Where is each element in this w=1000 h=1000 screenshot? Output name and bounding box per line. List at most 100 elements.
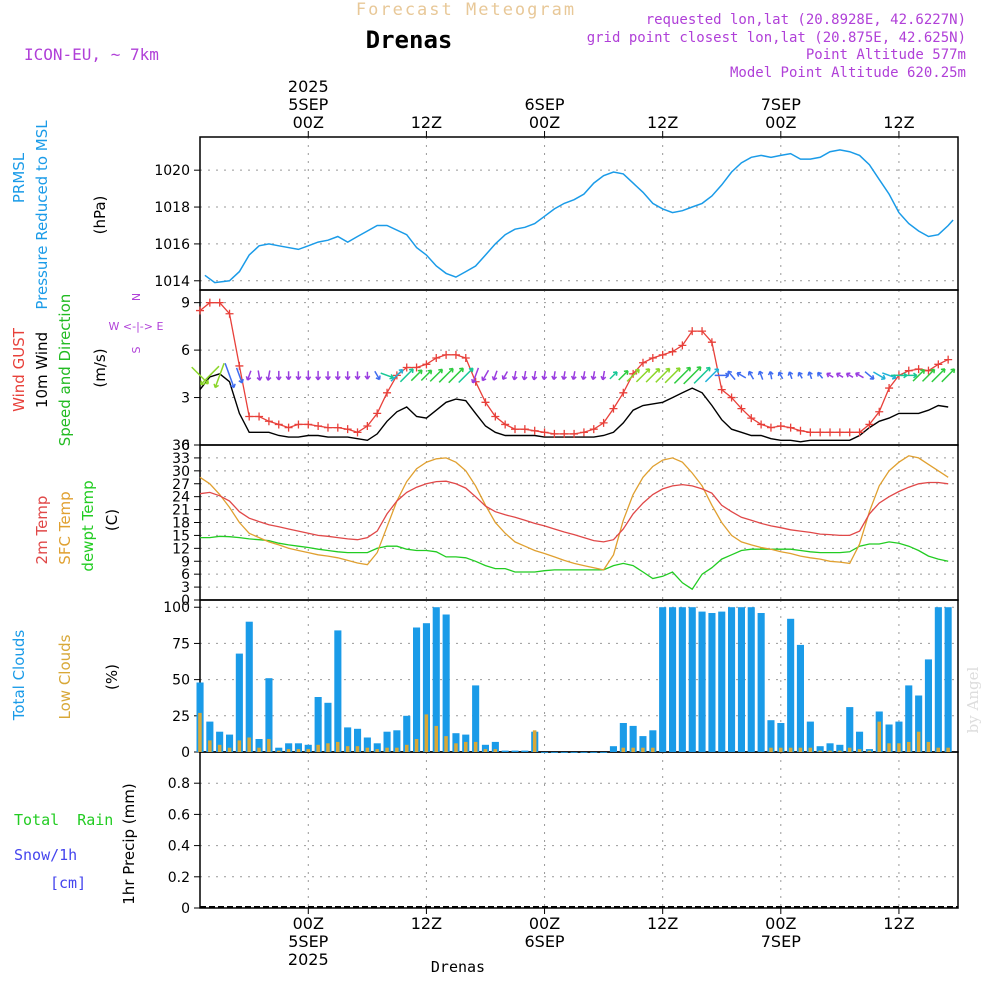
y-tick-label: 3 <box>181 580 190 596</box>
gust-marker <box>491 412 500 421</box>
gust-marker <box>678 341 687 350</box>
total-cloud-bar <box>924 659 932 752</box>
y-tick-label: 0.8 <box>168 776 190 792</box>
low-cloud-bar <box>464 741 468 752</box>
gust-marker <box>353 428 362 437</box>
gust-marker <box>609 404 618 413</box>
low-cloud-bar <box>217 744 222 752</box>
wind-arrow <box>664 367 681 384</box>
total-cloud-bar <box>836 744 844 752</box>
gust-marker <box>885 384 894 393</box>
wind-arrow <box>845 372 854 378</box>
wind-arrow <box>438 367 454 383</box>
gust-marker <box>707 338 716 347</box>
gust-marker <box>511 425 520 434</box>
gust-marker <box>540 428 549 437</box>
wind-arrow <box>767 370 774 380</box>
low-cloud-bar <box>897 743 901 752</box>
gust-marker <box>294 420 303 429</box>
gust-marker <box>314 422 323 431</box>
wind-arrow <box>900 372 918 379</box>
gust-marker <box>442 350 451 359</box>
wind-arrow <box>285 371 292 381</box>
total-cloud-bar <box>393 730 401 752</box>
top-hour-label: 12Z <box>411 113 442 132</box>
gust-marker <box>461 354 470 363</box>
total-cloud-bar <box>856 731 864 752</box>
total-cloud-bar <box>521 750 529 752</box>
wind-arrow <box>580 371 587 381</box>
total-cloud-bar <box>294 743 302 752</box>
wind-arrow <box>826 372 834 378</box>
point-altitude: Point Altitude 577m <box>806 47 966 63</box>
wind-arrow <box>481 369 490 382</box>
y-tick-label: 12 <box>172 541 190 557</box>
wind-arrow <box>609 371 618 380</box>
gust-marker <box>560 429 569 438</box>
total-cloud-bar <box>285 743 293 752</box>
wind-arrow <box>390 368 404 382</box>
bottom-hour-label: 00Z <box>293 914 324 933</box>
wind-arrow <box>324 371 331 381</box>
low-cloud-bar <box>877 721 881 752</box>
top-hour-label: 00Z <box>293 113 324 132</box>
low-cloud-bar <box>454 743 458 752</box>
y-tick-label: 75 <box>172 636 190 652</box>
wind-arrow <box>635 368 651 383</box>
total-cloud-bar <box>806 721 814 752</box>
wind-arrow <box>570 371 577 381</box>
low-cloud-bar <box>267 739 271 752</box>
total-cloud-bar <box>787 618 795 752</box>
pressure-label-line1: PRMSL <box>10 152 28 203</box>
wind-arrow <box>941 368 956 383</box>
compass-s: S <box>130 346 143 353</box>
y-tick-label: 21 <box>172 503 190 519</box>
total-cloud-bar <box>373 743 381 752</box>
low-cloud-bar <box>424 714 429 752</box>
wind-arrow <box>714 372 730 379</box>
wind-arrow <box>747 370 755 380</box>
wind-arrow <box>245 370 252 381</box>
gust-marker <box>264 417 273 426</box>
total-cloud-bar <box>422 623 430 752</box>
low-cloud-bar <box>798 747 803 752</box>
total-cloud-bar <box>501 750 509 752</box>
low-cloud-bar <box>828 750 832 752</box>
top-date-label: 5SEP <box>288 95 328 114</box>
total-cloud-bar <box>383 731 391 752</box>
gust-marker <box>570 429 579 438</box>
wind-arrow <box>757 370 764 380</box>
low-cloud-bar <box>355 746 360 752</box>
total-cloud-bar <box>678 607 686 752</box>
wind-arrow <box>374 370 381 381</box>
gust-marker <box>904 366 913 375</box>
y-tick-label: 0.4 <box>168 839 190 855</box>
gust-marker <box>875 407 884 416</box>
total-cloud-bar <box>442 614 450 752</box>
total-cloud-bar <box>560 752 568 753</box>
wind-arrow <box>864 371 875 380</box>
gust-marker <box>737 404 746 413</box>
total-cloud-label: Total Clouds <box>10 630 28 722</box>
model-altitude: Model Point Altitude 620.25m <box>730 65 966 81</box>
cloud-unit: (%) <box>103 664 121 690</box>
gust-line <box>199 302 949 435</box>
total-cloud-bar <box>600 752 608 753</box>
gust-marker <box>934 360 943 369</box>
y-tick-label: 0.6 <box>168 807 190 823</box>
y-tick-label: 6 <box>181 343 190 359</box>
total-cloud-bar <box>354 728 362 752</box>
wind-arrow <box>541 371 548 381</box>
wind-arrow <box>855 371 864 379</box>
gust-marker <box>806 428 815 437</box>
wind-arrow <box>448 367 464 384</box>
gust-marker <box>451 350 460 359</box>
product-title: Forecast Meteogram <box>356 0 576 20</box>
low-cloud-bar <box>867 750 872 752</box>
gust-marker <box>776 422 785 431</box>
wind-arrow <box>224 362 236 389</box>
total-cloud-bar <box>265 678 273 752</box>
wind-arrow <box>777 371 784 380</box>
wind-arrow <box>912 369 926 382</box>
